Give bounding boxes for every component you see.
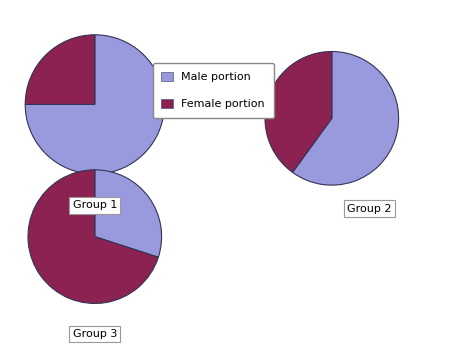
Wedge shape [25,35,95,104]
Text: Group 1: Group 1 [73,200,117,210]
Wedge shape [292,52,399,185]
Text: Group 3: Group 3 [73,329,117,339]
Wedge shape [265,52,332,172]
Text: Group 2: Group 2 [347,204,392,214]
Legend: Male portion, Female portion: Male portion, Female portion [153,63,274,118]
Wedge shape [95,170,162,257]
Wedge shape [25,35,164,174]
Wedge shape [28,170,158,303]
